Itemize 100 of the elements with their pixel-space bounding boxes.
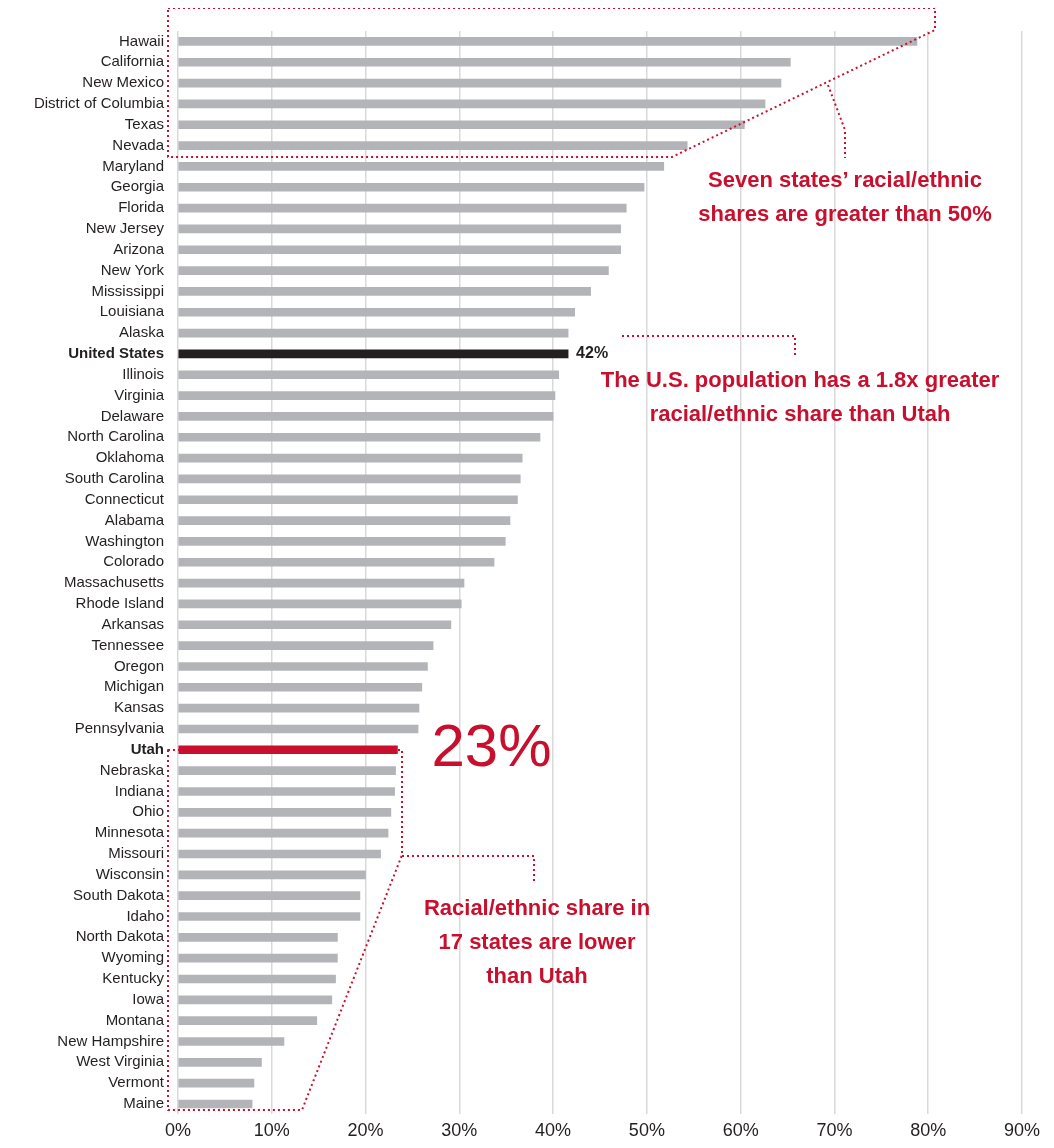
x-tick-label: 40%	[535, 1120, 572, 1141]
y-tick-label: Indiana	[114, 781, 165, 799]
y-tick-label: Iowa	[132, 989, 165, 1007]
y-tick-label: Nebraska	[99, 760, 165, 778]
y-tick-label: New Jersey	[85, 219, 165, 237]
bar	[178, 453, 523, 463]
y-tick-label: Alabama	[104, 510, 165, 528]
bar	[178, 432, 541, 442]
bar	[178, 57, 791, 67]
bar	[178, 1078, 255, 1088]
bar	[178, 78, 782, 88]
y-tick-label: Illinois	[122, 364, 164, 382]
bar	[178, 1037, 285, 1046]
y-tick-label: California	[100, 52, 165, 70]
y-tick-label: Maryland	[102, 156, 164, 174]
x-tick-label: 30%	[441, 1120, 478, 1141]
bar	[178, 412, 554, 421]
y-tick-label: Washington	[85, 531, 164, 549]
x-tick-label: 80%	[910, 1120, 947, 1141]
bar	[178, 807, 392, 817]
bar	[178, 599, 462, 609]
bar	[178, 682, 423, 692]
bar	[178, 141, 688, 150]
bar	[178, 1099, 253, 1109]
y-tick-label: Colorado	[103, 552, 164, 570]
y-tick-label: North Dakota	[75, 927, 165, 945]
x-tick-label: 0%	[164, 1120, 192, 1141]
bar	[178, 516, 511, 525]
y-tick-label: Delaware	[100, 406, 164, 424]
bar	[178, 1016, 318, 1025]
y-tick-label: Alaska	[118, 323, 165, 341]
annotation: Racial/ethnic share in 17 states are lower than Utah	[423, 895, 651, 989]
bar	[178, 578, 465, 588]
bar	[178, 995, 333, 1005]
y-tick-label: Wisconsin	[95, 864, 164, 882]
data-label: 42%	[576, 344, 609, 362]
bar	[178, 870, 366, 880]
x-tick-label: 70%	[816, 1120, 853, 1141]
bar	[178, 224, 621, 234]
y-tick-label: Arizona	[113, 239, 165, 257]
bar	[178, 245, 621, 255]
bar	[178, 766, 396, 775]
bar	[178, 662, 428, 671]
bar	[178, 287, 591, 296]
y-tick-label: Montana	[105, 1010, 165, 1028]
bar	[178, 203, 627, 213]
bar	[178, 266, 609, 275]
y-tick-label: Utah	[130, 739, 164, 757]
y-tick-label: Oklahoma	[95, 448, 165, 466]
y-tick-label: Louisiana	[99, 302, 165, 320]
bar	[178, 120, 745, 130]
bar	[178, 620, 452, 630]
y-tick-label: Ohio	[132, 802, 164, 820]
bar	[178, 370, 560, 380]
y-tick-label: New Hampshire	[57, 1031, 164, 1049]
y-tick-label: Texas	[124, 114, 164, 132]
y-tick-label: Arkansas	[101, 614, 164, 632]
y-tick-label: Minnesota	[94, 823, 165, 841]
y-tick-label: Virginia	[114, 385, 165, 403]
bar	[178, 162, 665, 171]
x-tick-label: 60%	[722, 1120, 759, 1141]
y-tick-label: North Carolina	[67, 427, 165, 445]
bar	[178, 99, 766, 109]
bar	[178, 495, 518, 505]
bar	[178, 828, 389, 838]
y-tick-label: Wyoming	[101, 948, 164, 966]
bar	[178, 912, 361, 921]
y-tick-label: Nevada	[112, 135, 165, 153]
y-tick-label: District of Columbia	[33, 94, 165, 112]
y-tick-label: West Virginia	[76, 1052, 165, 1070]
x-tick-label: 90%	[1003, 1120, 1040, 1141]
x-tick-label: 50%	[628, 1120, 665, 1141]
y-tick-label: New York	[100, 260, 165, 278]
bar	[178, 349, 569, 359]
bar	[178, 641, 434, 650]
bar	[178, 307, 575, 317]
y-tick-label: United States	[68, 344, 164, 362]
bar	[178, 974, 336, 984]
bar	[178, 474, 521, 484]
y-tick-label: New Mexico	[82, 73, 164, 91]
annotation: Seven states’ racial/ethnic shares are greater than 50%	[698, 167, 992, 227]
y-tick-label: Mississippi	[91, 281, 164, 299]
data-label: 23%	[431, 712, 552, 780]
bar	[178, 891, 361, 900]
x-tick-label: 20%	[347, 1120, 384, 1141]
y-tick-label: Kansas	[113, 698, 164, 716]
y-tick-label: Missouri	[108, 844, 164, 862]
y-tick-label: South Dakota	[73, 885, 165, 903]
annotation: The U.S. population has a 1.8x greater racial/ethnic share than Utah	[600, 367, 1000, 427]
bar	[178, 37, 918, 46]
bar	[178, 932, 338, 942]
x-tick-label: 10%	[253, 1120, 290, 1141]
bar	[178, 557, 495, 567]
bar	[178, 1057, 262, 1067]
y-tick-label: Massachusetts	[63, 573, 164, 591]
y-tick-label: Idaho	[126, 906, 164, 924]
y-tick-label: Rhode Island	[75, 594, 164, 612]
y-tick-label: Maine	[123, 1094, 164, 1112]
bar	[178, 724, 419, 734]
bar	[178, 703, 420, 713]
